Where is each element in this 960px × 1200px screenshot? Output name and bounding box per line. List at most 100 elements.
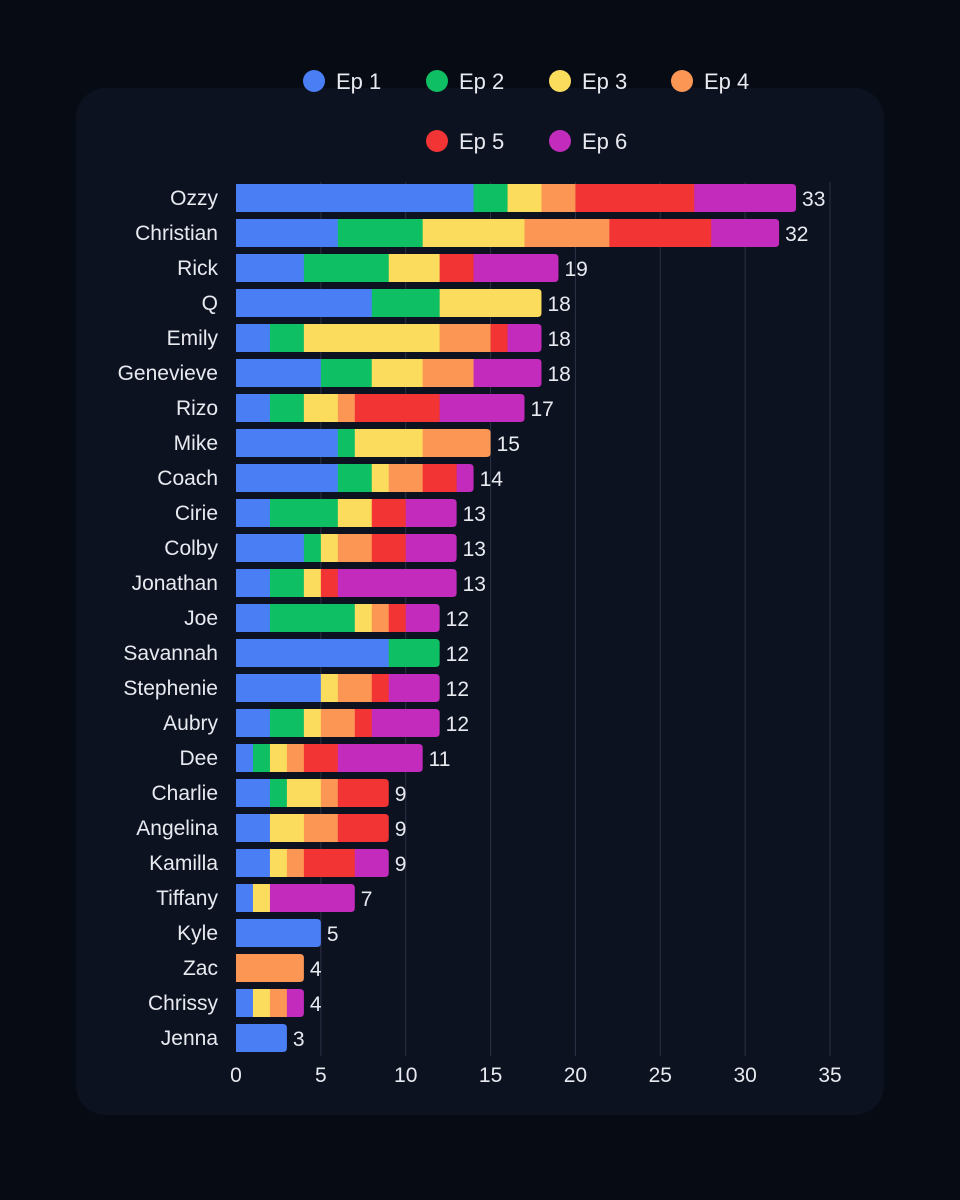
value-label: 32 — [785, 223, 808, 246]
bar-segment — [405, 604, 440, 632]
bar-segment — [439, 289, 542, 317]
bar-row — [236, 849, 389, 877]
bar-segment — [236, 954, 304, 982]
value-label: 18 — [547, 363, 570, 386]
x-tick-label: 25 — [649, 1064, 672, 1087]
legend-item[interactable]: Ep 3 — [549, 69, 627, 94]
legend-item[interactable]: Ep 2 — [426, 69, 504, 94]
bar-row — [236, 324, 542, 352]
legend-item[interactable]: Ep 4 — [671, 69, 749, 94]
bar-segment — [286, 989, 304, 1017]
category-label: Stephenie — [123, 677, 218, 700]
category-label: Chrissy — [148, 992, 219, 1015]
bar-segment — [236, 919, 321, 947]
bar-segment — [405, 534, 457, 562]
bar-segment — [286, 744, 305, 772]
bar-segment — [422, 429, 491, 457]
bar-segment — [388, 674, 440, 702]
bar-segment — [371, 709, 440, 737]
bar-row — [236, 884, 355, 912]
bar-segment — [473, 254, 559, 282]
category-label: Q — [202, 292, 218, 315]
bar-segment — [303, 744, 339, 772]
legend-label: Ep 4 — [704, 69, 749, 94]
legend-item[interactable]: Ep 1 — [303, 69, 381, 94]
x-tick-label: 15 — [479, 1064, 502, 1087]
bar-segment — [337, 674, 373, 702]
bar-segment — [354, 429, 423, 457]
value-label: 13 — [463, 538, 486, 561]
bar-segment — [337, 394, 356, 422]
category-label: Kamilla — [149, 852, 218, 875]
bar-segment — [252, 744, 271, 772]
bar-segment — [269, 744, 288, 772]
bar-row — [236, 1024, 287, 1052]
value-label: 17 — [531, 398, 554, 421]
bar-segment — [439, 324, 491, 352]
bar-segment — [236, 394, 271, 422]
bar-segment — [371, 499, 407, 527]
bar-segment — [456, 464, 474, 492]
legend-item[interactable]: Ep 6 — [549, 129, 627, 154]
bar-segment — [236, 884, 254, 912]
bar-segment — [269, 989, 288, 1017]
bar-segment — [371, 674, 390, 702]
legend-swatch — [426, 70, 448, 92]
bar-row — [236, 744, 423, 772]
bar-segment — [371, 534, 407, 562]
bar-segment — [269, 814, 305, 842]
bar-segment — [320, 674, 339, 702]
bar-row — [236, 674, 440, 702]
bar-segment — [269, 394, 305, 422]
bar-segment — [303, 324, 440, 352]
legend-swatch — [671, 70, 693, 92]
category-label: Jonathan — [132, 572, 218, 595]
bar-segment — [303, 849, 356, 877]
category-label: Mike — [174, 432, 218, 455]
category-label: Charlie — [151, 782, 218, 805]
x-tick-label: 30 — [733, 1064, 756, 1087]
bar-segment — [337, 219, 423, 247]
bar-row — [236, 289, 542, 317]
legend-item[interactable]: Ep 5 — [426, 129, 504, 154]
category-label: Savannah — [123, 642, 218, 665]
bar-segment — [269, 849, 288, 877]
bar-segment — [236, 359, 322, 387]
bar-segment — [388, 604, 407, 632]
legend-swatch — [549, 130, 571, 152]
bar-segment — [269, 604, 356, 632]
bar-segment — [236, 429, 339, 457]
bar-segment — [507, 184, 542, 212]
value-label: 18 — [547, 328, 570, 351]
legend: Ep 1 Ep 2 Ep 3 Ep 4 Ep 5 Ep 6 — [303, 69, 749, 154]
bar-row — [236, 394, 525, 422]
bar-segment — [354, 709, 373, 737]
bar-segment — [236, 499, 271, 527]
category-label: Christian — [135, 222, 218, 245]
bar-segment — [303, 569, 322, 597]
x-tick-label: 0 — [230, 1064, 242, 1087]
bar-row — [236, 919, 321, 947]
bar-segment — [694, 184, 797, 212]
bar-segment — [337, 569, 457, 597]
bar-segment — [371, 289, 440, 317]
bar-segment — [422, 219, 525, 247]
value-label: 3 — [293, 1028, 305, 1051]
bar-row — [236, 464, 474, 492]
bar-segment — [473, 184, 508, 212]
bar-segment — [236, 569, 271, 597]
bar-segment — [609, 219, 712, 247]
bar-row — [236, 569, 457, 597]
value-label: 4 — [310, 993, 322, 1016]
bar-row — [236, 709, 440, 737]
legend-label: Ep 5 — [459, 129, 504, 154]
bar-segment — [320, 359, 373, 387]
bar-segment — [337, 499, 373, 527]
category-label: Colby — [164, 537, 218, 560]
bar-segment — [405, 499, 457, 527]
bar-segment — [439, 254, 474, 282]
bar-segment — [320, 709, 356, 737]
value-label: 15 — [497, 433, 520, 456]
bar-segment — [575, 184, 695, 212]
bar-segment — [524, 219, 610, 247]
